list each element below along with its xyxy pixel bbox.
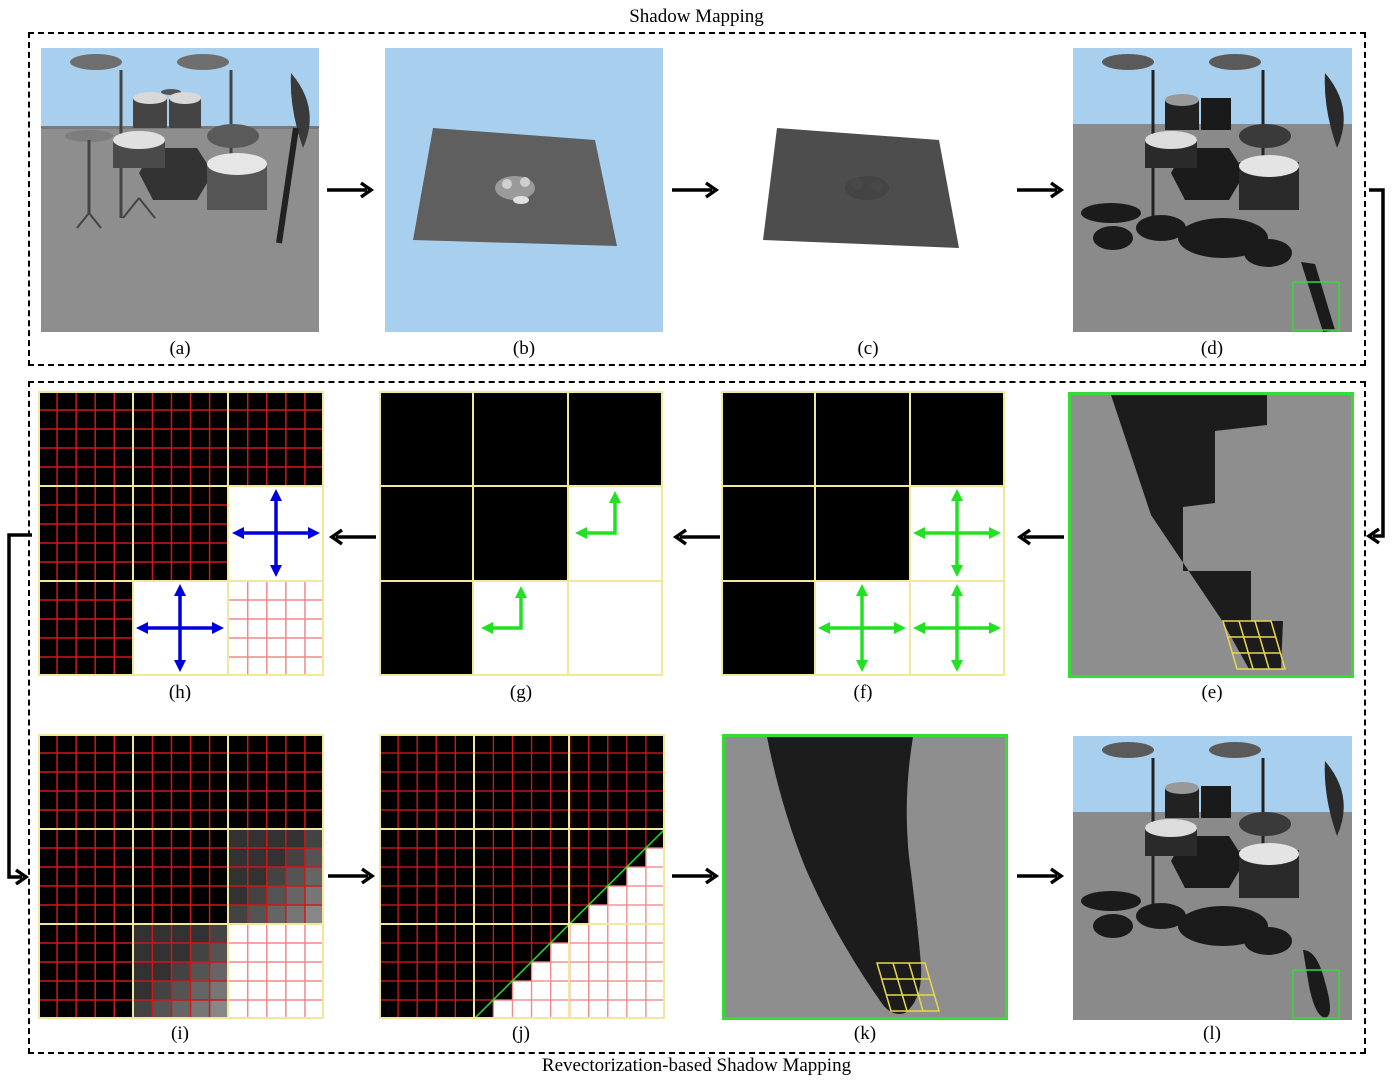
panel-i-coverage-grid xyxy=(38,734,324,1019)
arrow-b-to-c xyxy=(672,181,720,199)
arrow-i-to-j xyxy=(328,867,376,885)
panel-h-pixel-grid xyxy=(38,391,324,676)
panel-g-discontinuity-direction xyxy=(379,391,663,676)
panel-e-zoomed-shadow xyxy=(1068,392,1354,678)
panel-k-smoothed-shadow xyxy=(722,734,1008,1020)
arrow-c-to-d xyxy=(1017,181,1065,199)
caption-a: (a) xyxy=(169,338,191,359)
caption-h: (h) xyxy=(168,682,192,703)
connector-h-to-i xyxy=(7,533,32,885)
caption-c: (c) xyxy=(857,338,879,359)
caption-k: (k) xyxy=(853,1023,877,1044)
connector-d-to-e xyxy=(1365,188,1385,545)
caption-f: (f) xyxy=(853,682,873,703)
arrow-g-to-h xyxy=(328,528,376,546)
panel-f-block-classification xyxy=(721,391,1005,676)
shadow-mapping-title: Shadow Mapping xyxy=(629,6,764,27)
arrow-f-to-g xyxy=(672,528,720,546)
caption-j: (j) xyxy=(512,1023,530,1044)
caption-d: (d) xyxy=(1200,338,1224,359)
arrow-k-to-l xyxy=(1017,867,1065,885)
panel-d-shadowed-scene xyxy=(1073,48,1352,332)
caption-e: (e) xyxy=(1201,682,1223,703)
caption-l: (l) xyxy=(1203,1023,1221,1044)
panel-j-revectorized-grid xyxy=(379,734,665,1019)
arrow-e-to-f xyxy=(1016,528,1064,546)
caption-i: (i) xyxy=(171,1023,189,1044)
panel-b-light-view xyxy=(385,48,663,332)
arrow-j-to-k xyxy=(672,867,720,885)
panel-a-scene xyxy=(41,48,319,332)
caption-g: (g) xyxy=(509,682,533,703)
panel-c-depth-map xyxy=(729,48,1007,332)
panel-l-final-scene xyxy=(1073,736,1352,1020)
arrow-a-to-b xyxy=(327,181,375,199)
shadow-mapping-frame xyxy=(28,32,1366,366)
caption-b: (b) xyxy=(512,338,536,359)
revectorization-title: Revectorization-based Shadow Mapping xyxy=(541,1055,852,1076)
revectorization-frame xyxy=(28,381,1366,1054)
